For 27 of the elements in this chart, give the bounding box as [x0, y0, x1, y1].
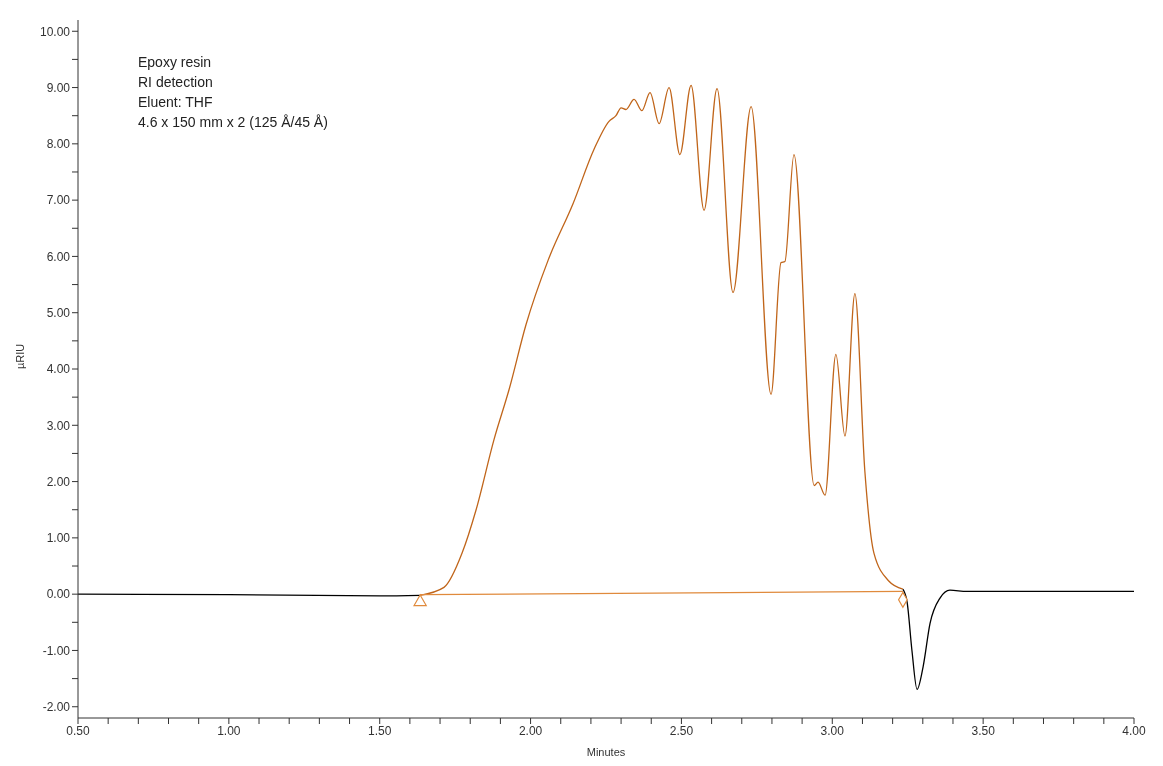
annotation: Epoxy resin — [138, 53, 213, 72]
x-tick-label: 3.50 — [971, 723, 996, 738]
x-tick-label: 4.00 — [1122, 723, 1146, 738]
x-tick-label: 2.50 — [669, 723, 694, 738]
x-axis-title: Minutes — [586, 746, 626, 758]
y-tick-label: 1.00 — [46, 531, 71, 546]
y-tick-label: -1.00 — [42, 643, 71, 658]
y-tick-label: 4.00 — [46, 362, 71, 377]
y-tick-label: 3.00 — [46, 418, 71, 433]
x-tick-label: 2.00 — [518, 723, 543, 738]
y-tick-label: 10.00 — [39, 24, 71, 39]
y-tick-label: 6.00 — [46, 249, 71, 264]
x-tick-label: 1.50 — [368, 723, 392, 738]
y-tick-label: 0.00 — [46, 587, 71, 602]
x-tick-label: 3.00 — [820, 723, 845, 738]
y-tick-label: -2.00 — [42, 700, 71, 714]
annotation: 4.6 x 150 mm x 2 (125 Å/45 Å) — [138, 113, 328, 132]
y-tick-label: 5.00 — [46, 305, 71, 320]
annotation: RI detection — [138, 73, 214, 92]
y-tick-label: 9.00 — [46, 80, 71, 95]
x-tick-label: 0.50 — [66, 723, 90, 738]
x-tick-label: 1.00 — [217, 723, 241, 738]
y-tick-label: 2.00 — [46, 474, 71, 489]
annotation: Eluent: THF — [138, 93, 214, 112]
y-axis-title: µRIU — [13, 343, 26, 369]
y-tick-label: 7.00 — [46, 193, 71, 208]
y-tick-label: 8.00 — [46, 137, 71, 152]
